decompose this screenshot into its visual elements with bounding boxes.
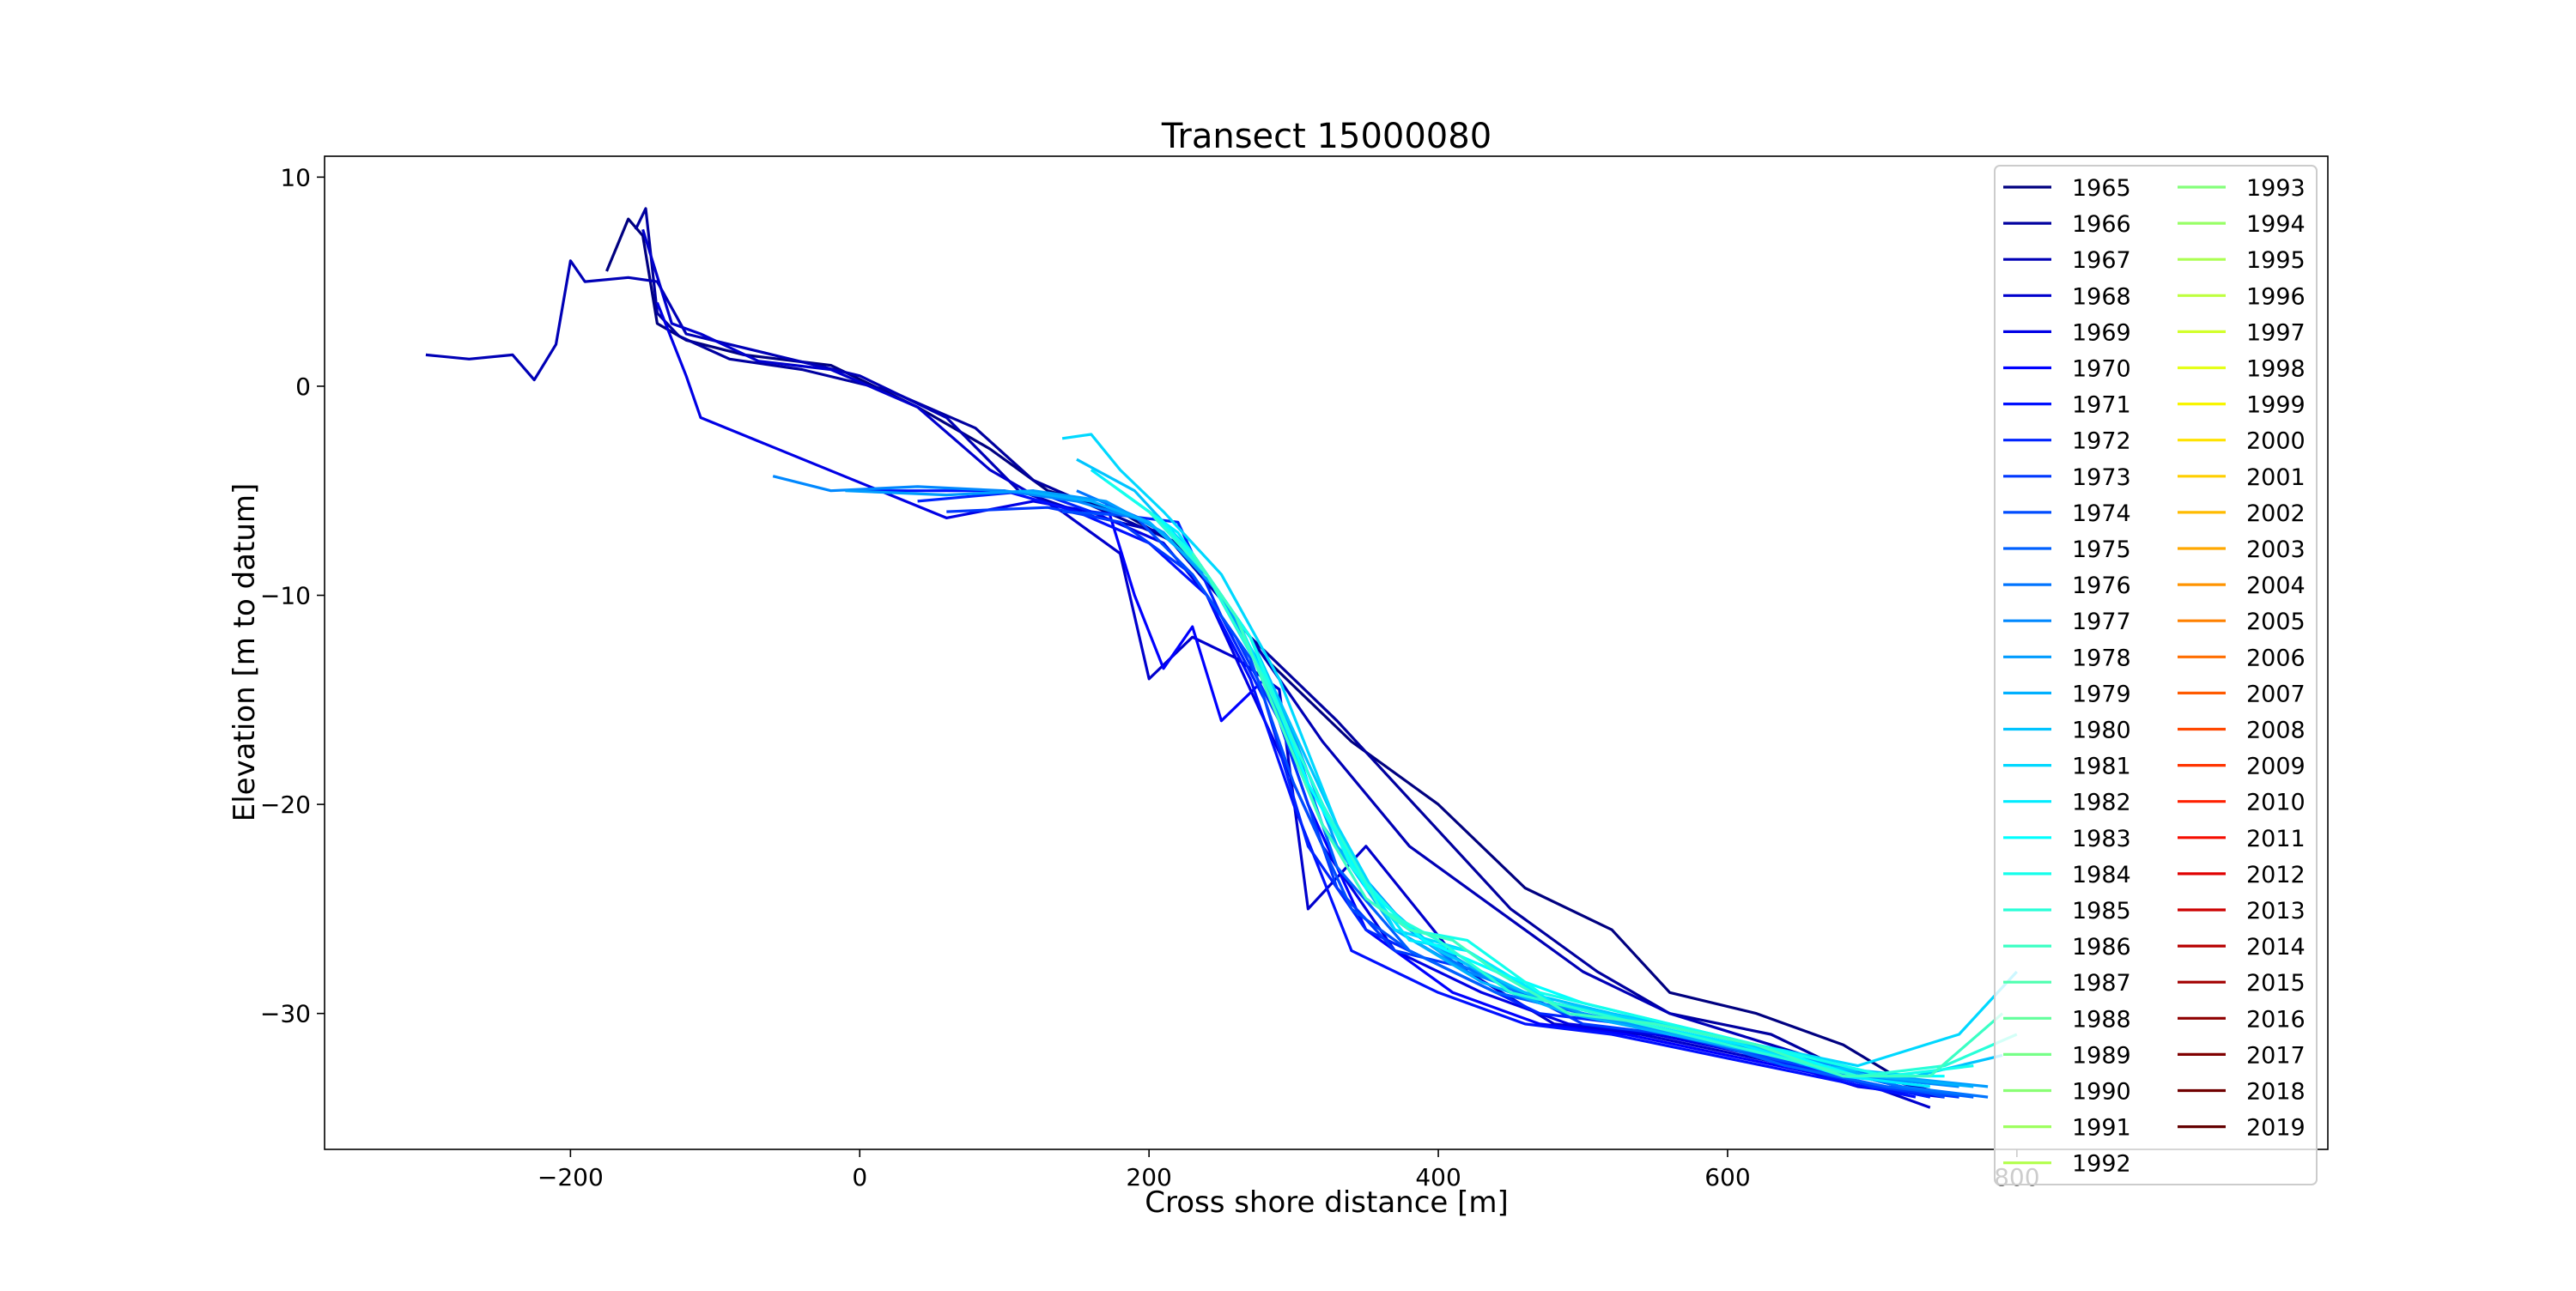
y-tick-label: −10 [260, 582, 311, 610]
legend-label-1966: 1966 [2072, 211, 2131, 238]
legend-label-2006: 2006 [2246, 645, 2306, 671]
legend-label-1967: 1967 [2072, 247, 2131, 274]
series-line-1967 [425, 259, 1959, 1099]
legend-label-1978: 1978 [2072, 645, 2131, 671]
legend-label-1981: 1981 [2072, 754, 2131, 780]
legend-label-1969: 1969 [2072, 319, 2131, 346]
legend-items: 1965 1966 1967 1968 1969 1970 1971 1972 1973 1974… [2003, 175, 2306, 1178]
series-line-1968 [641, 228, 1931, 1109]
series-line-1981 [1061, 433, 2018, 1068]
series-line-1982 [1090, 469, 1930, 1088]
chart-title: Transect 15000080 [1161, 117, 1492, 156]
x-axis-label: Cross shore distance [m] [1145, 1185, 1509, 1220]
legend-label-1972: 1972 [2072, 428, 2131, 455]
legend-label-1965: 1965 [2072, 175, 2131, 202]
legend-label-2015: 2015 [2246, 970, 2306, 997]
legend-label-2001: 2001 [2246, 464, 2306, 491]
legend-label-1988: 1988 [2072, 1006, 2131, 1033]
legend-label-2018: 2018 [2246, 1079, 2306, 1106]
legend-label-1991: 1991 [2072, 1115, 2131, 1142]
legend-label-1983: 1983 [2072, 826, 2131, 852]
legend-label-1975: 1975 [2072, 536, 2131, 563]
legend-label-1995: 1995 [2246, 247, 2306, 274]
legend-label-2011: 2011 [2246, 826, 2306, 852]
legend-label-2017: 2017 [2246, 1042, 2306, 1069]
legend-label-1994: 1994 [2246, 211, 2306, 238]
legend-label-2014: 2014 [2246, 934, 2306, 961]
legend-label-2012: 2012 [2246, 862, 2306, 888]
legend-label-2008: 2008 [2246, 718, 2306, 744]
legend-label-1997: 1997 [2246, 319, 2306, 346]
legend-label-2002: 2002 [2246, 500, 2306, 527]
legend-label-2010: 2010 [2246, 790, 2306, 816]
legend-label-2004: 2004 [2246, 573, 2306, 599]
x-tick-label: 400 [1415, 1163, 1461, 1191]
series-line-1986 [1191, 552, 2004, 1078]
legend-label-1990: 1990 [2072, 1079, 2131, 1106]
legend-label-2000: 2000 [2246, 428, 2306, 455]
legend-label-1989: 1989 [2072, 1042, 2131, 1069]
legend-label-1992: 1992 [2072, 1151, 2131, 1178]
legend-label-1979: 1979 [2072, 681, 2131, 707]
y-tick-label: −20 [260, 791, 311, 819]
legend-label-1998: 1998 [2246, 356, 2306, 383]
legend-label-1987: 1987 [2072, 970, 2131, 997]
legend-label-1976: 1976 [2072, 573, 2131, 599]
legend-label-1977: 1977 [2072, 609, 2131, 635]
legend-label-1973: 1973 [2072, 464, 2131, 491]
y-axis-label: Elevation [m to datum] [228, 483, 262, 822]
legend-label-1984: 1984 [2072, 862, 2131, 888]
legend-label-1970: 1970 [2072, 356, 2131, 383]
legend-label-1996: 1996 [2246, 283, 2306, 310]
legend-label-1974: 1974 [2072, 500, 2131, 527]
legend-label-2005: 2005 [2246, 609, 2306, 635]
legend-label-2009: 2009 [2246, 754, 2306, 780]
legend-label-2013: 2013 [2246, 898, 2306, 924]
legend-label-1980: 1980 [2072, 718, 2131, 744]
legend-label-2019: 2019 [2246, 1115, 2306, 1142]
legend-frame [1994, 165, 2318, 1185]
y-tick-label: 0 [295, 373, 311, 401]
series-layer [425, 207, 2018, 1109]
legend-label-1971: 1971 [2072, 392, 2131, 419]
legend-label-1986: 1986 [2072, 934, 2131, 961]
plot-frame [324, 155, 2329, 1150]
legend-label-2007: 2007 [2246, 681, 2306, 707]
y-tick-label: −30 [260, 1000, 311, 1028]
x-tick-label: 600 [1704, 1163, 1750, 1191]
x-tick-label: −200 [538, 1163, 604, 1191]
legend-label-1985: 1985 [2072, 898, 2131, 924]
x-tick-label: 0 [852, 1163, 867, 1191]
legend-label-1999: 1999 [2246, 392, 2306, 419]
legend-label-1982: 1982 [2072, 790, 2131, 816]
legend-label-2016: 2016 [2246, 1006, 2306, 1033]
legend-label-1968: 1968 [2072, 283, 2131, 310]
legend: 1965 1966 1967 1968 1969 1970 1971 1972 1973 1974… [1994, 165, 2318, 1185]
x-tick-label: 200 [1126, 1163, 1171, 1191]
y-tick-label: 10 [280, 163, 311, 191]
y-axis: 10 0 −10 −20 −30 [260, 163, 325, 1028]
legend-label-1993: 1993 [2246, 175, 2306, 202]
legend-label-2003: 2003 [2246, 536, 2306, 563]
plot-area [425, 207, 2018, 1109]
